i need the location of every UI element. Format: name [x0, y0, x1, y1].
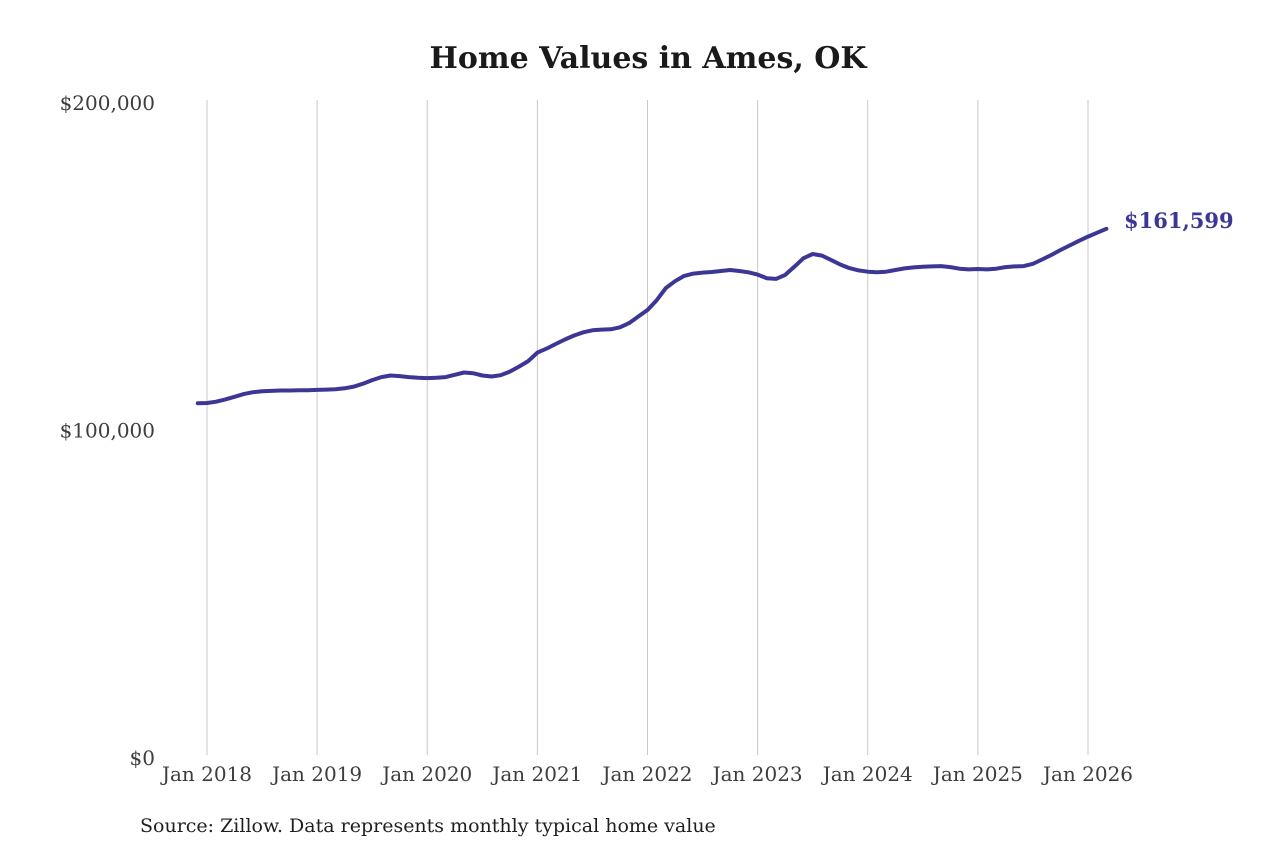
y-tick-label: $100,000: [60, 419, 155, 443]
source-note: Source: Zillow. Data represents monthly …: [140, 815, 716, 837]
x-tick-label: Jan 2019: [270, 762, 362, 786]
x-tick-label: Jan 2023: [711, 762, 803, 786]
y-tick-label: $200,000: [60, 91, 155, 115]
x-tick-label: Jan 2022: [600, 762, 692, 786]
x-tick-label: Jan 2024: [821, 762, 913, 786]
x-tick-label: Jan 2021: [490, 762, 582, 786]
latest-value-label: $161,599: [1124, 208, 1234, 233]
x-tick-label: Jan 2026: [1041, 762, 1133, 786]
x-tick-label: Jan 2020: [380, 762, 472, 786]
x-tick-label: Jan 2025: [931, 762, 1023, 786]
home-value-line: [195, 226, 1109, 406]
chart-title: Home Values in Ames, OK: [429, 41, 867, 76]
y-tick-label: $0: [130, 746, 155, 770]
x-tick-label: Jan 2018: [160, 762, 252, 786]
